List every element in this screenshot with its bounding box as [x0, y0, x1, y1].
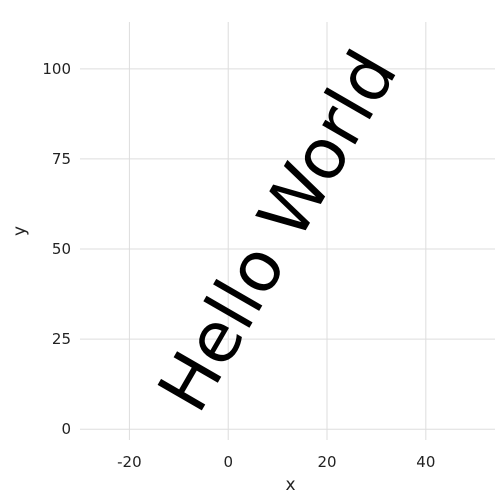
y-gridlines — [80, 68, 495, 430]
y-tick-label: 75 — [52, 150, 71, 168]
y-tick-labels: 0 25 50 75 100 — [42, 60, 71, 438]
x-gridlines — [128, 22, 427, 440]
x-tick-label: 40 — [416, 453, 435, 471]
y-axis-label: y — [10, 226, 30, 236]
y-tick-label: 100 — [42, 60, 71, 78]
y-tick-label: 0 — [61, 420, 71, 438]
x-tick-label: 20 — [317, 453, 336, 471]
x-axis-label: x — [285, 475, 295, 495]
x-tick-label: -20 — [117, 453, 142, 471]
y-tick-label: 25 — [52, 330, 71, 348]
x-tick-label: 0 — [223, 453, 233, 471]
y-tick-label: 50 — [52, 240, 71, 258]
x-tick-labels: -20 0 20 40 — [117, 453, 435, 471]
